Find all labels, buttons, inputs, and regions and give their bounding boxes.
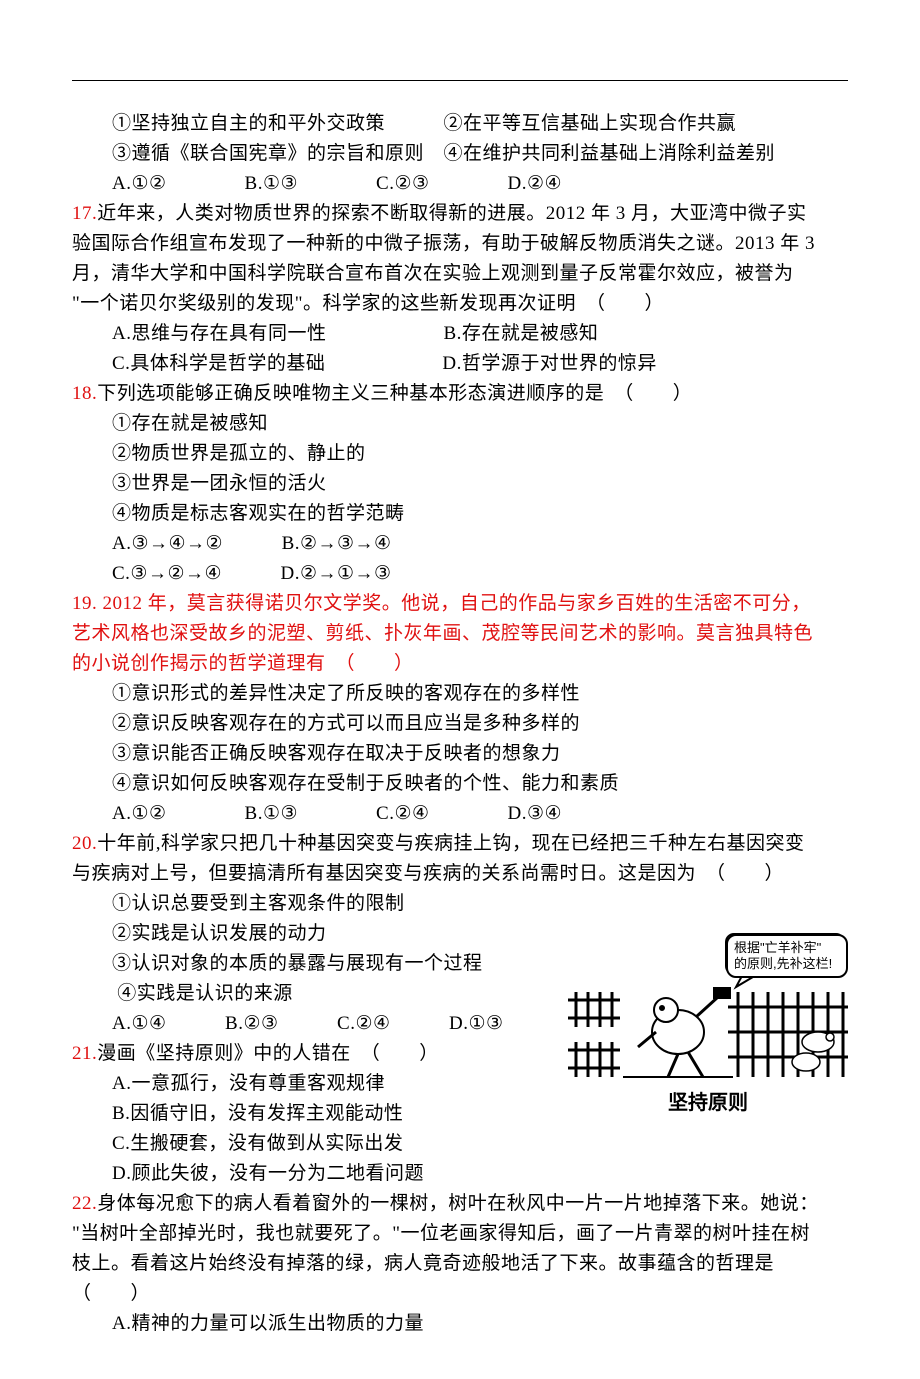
cartoon: 根据"亡羊补牢" 的原则,先补这栏! 坚持原则 xyxy=(568,932,848,1115)
page: ①坚持独立自主的和平外交政策 ②在平等互信基础上实现合作共赢 ③遵循《联合国宪章… xyxy=(0,0,920,1379)
pre-option-3: A.①② B.①③ C.②③ D.②④ xyxy=(72,169,848,199)
cartoon-caption: 坚持原则 xyxy=(568,1086,848,1115)
q22-line3: 枝上。看着这片始终没有掉落的绿，病人竟奇迹般地活了下来。故事蕴含的哲理是 xyxy=(72,1249,848,1279)
q17-line2: 验国际合作组宣布发现了一种新的中微子振荡，有助于破解反物质消失之谜。2013 年… xyxy=(72,229,848,259)
q17-body1: 近年来，人类对物质世界的探索不断取得新的进展。2012 年 3 月，大亚湾中微子… xyxy=(97,203,806,224)
q18-optC: C.③→②→④ D.②→①→③ xyxy=(72,559,848,589)
q22-oA: A.精神的力量可以派生出物质的力量 xyxy=(72,1309,848,1339)
q21-number: 21. xyxy=(72,1043,97,1064)
q20-line1: 20.十年前,科学家只把几十种基因突变与疾病挂上钩，现在已经把三千种左右基因突变 xyxy=(72,829,848,859)
q19-o2: ②意识反映客观存在的方式可以而且应当是多种多样的 xyxy=(72,709,848,739)
q18-o4: ④物质是标志客观实在的哲学范畴 xyxy=(72,499,848,529)
q18-body: 下列选项能够正确反映唯物主义三种基本形态演进顺序的是 （ ） xyxy=(97,383,692,404)
q18-line: 18.下列选项能够正确反映唯物主义三种基本形态演进顺序的是 （ ） xyxy=(72,379,848,409)
q18-number: 18. xyxy=(72,383,97,404)
bubble-line1: 根据"亡羊补牢" xyxy=(734,940,840,956)
q22-number: 22. xyxy=(72,1193,97,1214)
q19-opt: A.①② B.①③ C.②④ D.③④ xyxy=(72,799,848,829)
cartoon-bubble: 根据"亡羊补牢" 的原则,先补这栏! xyxy=(726,934,848,978)
q17-line4: "一个诺贝尔奖级别的发现"。科学家的这些新发现再次证明 （ ） xyxy=(72,289,848,319)
q22-body1: 身体每况愈下的病人看着窗外的一棵树，树叶在秋风中一片一片地掉落下来。她说： xyxy=(97,1193,819,1214)
q21-oD: D.顾此失彼，没有一分为二地看问题 xyxy=(72,1159,848,1189)
q20-number: 20. xyxy=(72,833,97,854)
q18-o3: ③世界是一团永恒的活火 xyxy=(72,469,848,499)
q17-optA: A.思维与存在具有同一性 B.存在就是被感知 xyxy=(72,319,848,349)
pre-option-1: ①坚持独立自主的和平外交政策 ②在平等互信基础上实现合作共赢 xyxy=(72,109,848,139)
q22-line2: "当树叶全部掉光时，我也就要死了。"一位老画家得知后，画了一片青翠的树叶挂在树 xyxy=(72,1219,848,1249)
q22-line1: 22.身体每况愈下的病人看着窗外的一棵树，树叶在秋风中一片一片地掉落下来。她说： xyxy=(72,1189,848,1219)
q20-o1: ①认识总要受到主客观条件的限制 xyxy=(72,889,848,919)
bubble-line2: 的原则,先补这栏! xyxy=(734,956,840,972)
q18-o2: ②物质世界是孤立的、静止的 xyxy=(72,439,848,469)
q22-line4: （ ） xyxy=(72,1279,848,1309)
q19-o1: ①意识形式的差异性决定了所反映的客观存在的多样性 xyxy=(72,679,848,709)
q17-line3: 月，清华大学和中国科学院联合宣布首次在实验上观测到量子反常霍尔效应，被誉为 xyxy=(72,259,848,289)
q18-optA: A.③→④→② B.②→③→④ xyxy=(72,529,848,559)
q19-body1: 2012 年，莫言获得诺贝尔文学奖。他说，自己的作品与家乡百姓的生活密不可分， xyxy=(97,593,811,614)
q19-line2: 艺术风格也深受故乡的泥塑、剪纸、扑灰年画、茂腔等民间艺术的影响。莫言独具特色 xyxy=(72,619,848,649)
q19-o3: ③意识能否正确反映客观存在取决于反映者的想象力 xyxy=(72,739,848,769)
q20-line2: 与疾病对上号，但要搞清所有基因突变与疾病的关系尚需时日。这是因为 （ ） xyxy=(72,859,848,889)
q20-body1: 十年前,科学家只把几十种基因突变与疾病挂上钩，现在已经把三千种左右基因突变 xyxy=(97,833,804,854)
q17-number: 17. xyxy=(72,203,97,224)
q19-number: 19. xyxy=(72,593,97,614)
q21-oC: C.生搬硬套，没有做到从实际出发 xyxy=(72,1129,848,1159)
q19-line3: 的小说创作揭示的哲学道理有 （ ） xyxy=(72,649,848,679)
q18-o1: ①存在就是被感知 xyxy=(72,409,848,439)
q19-line1: 19. 2012 年，莫言获得诺贝尔文学奖。他说，自己的作品与家乡百姓的生活密不… xyxy=(72,589,848,619)
q19-o4: ④意识如何反映客观存在受制于反映者的个性、能力和素质 xyxy=(72,769,848,799)
pre-option-2: ③遵循《联合国宪章》的宗旨和原则 ④在维护共同利益基础上消除利益差别 xyxy=(72,139,848,169)
q21-body: 漫画《坚持原则》中的人错在 （ ） xyxy=(97,1043,439,1064)
q17-line1: 17.近年来，人类对物质世界的探索不断取得新的进展。2012 年 3 月，大亚湾… xyxy=(72,199,848,229)
top-rule xyxy=(72,80,848,81)
q17-optC: C.具体科学是哲学的基础 D.哲学源于对世界的惊异 xyxy=(72,349,848,379)
